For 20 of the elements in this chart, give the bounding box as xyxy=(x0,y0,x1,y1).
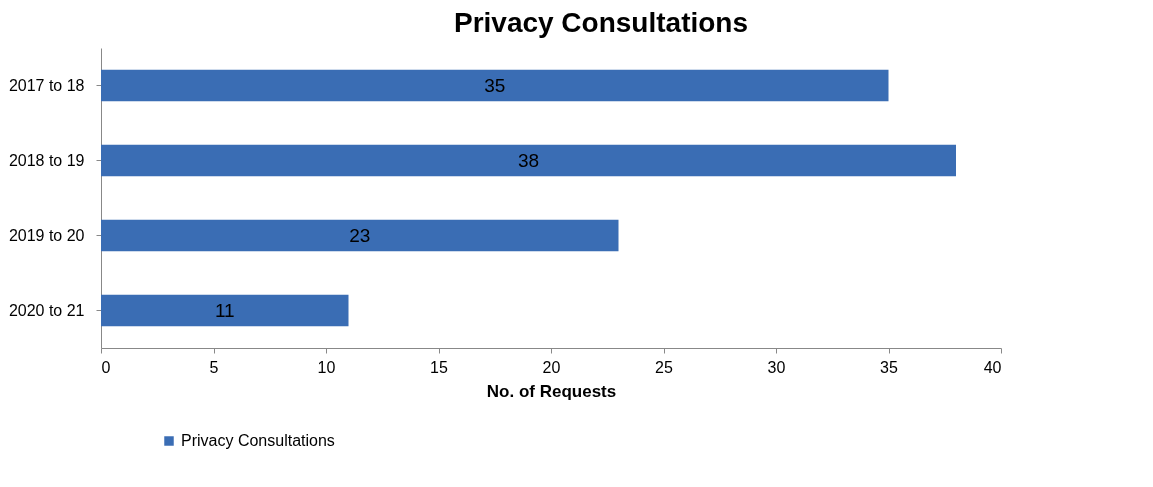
x-tick-label: 20 xyxy=(542,358,561,376)
data-label: 23 xyxy=(349,224,371,246)
x-tick-label: 25 xyxy=(655,358,673,376)
data-label: 38 xyxy=(517,149,540,171)
legend-label: Privacy Consultations xyxy=(181,432,335,449)
x-axis-title: No. of Requests xyxy=(486,381,617,401)
x-tick-label: 35 xyxy=(880,358,898,376)
y-tick-label: 2018 to 19 xyxy=(8,151,85,169)
y-tick-label: 2017 to 18 xyxy=(8,76,85,94)
x-tick-label: 5 xyxy=(209,358,219,376)
x-tick-label: 0 xyxy=(101,358,111,376)
x-tick-label: 10 xyxy=(317,358,336,376)
x-tick-label: 15 xyxy=(430,358,448,376)
y-tick-label: 2020 to 21 xyxy=(8,301,85,319)
data-label: 11 xyxy=(214,299,235,321)
x-tick-label: 40 xyxy=(983,358,1002,376)
data-label: 35 xyxy=(484,74,506,96)
y-tick-label: 2019 to 20 xyxy=(8,226,85,244)
x-tick-label: 30 xyxy=(767,358,786,376)
chart-title: Privacy Consultations xyxy=(453,7,749,38)
